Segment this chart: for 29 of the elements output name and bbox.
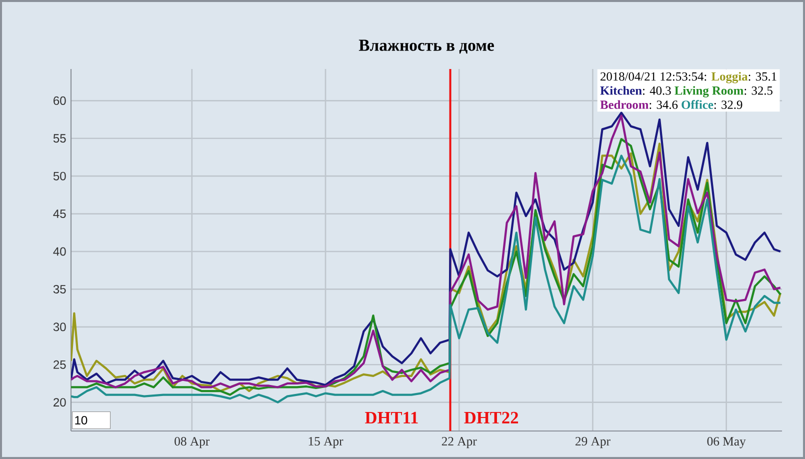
annotation: : 35.1 [748,72,776,81]
text: Office [682,100,714,109]
text: Loggia [711,72,748,84]
annotation: : 34.6 [650,100,678,109]
y-tick-label: 60 [54,96,66,105]
x-tick-label: 08 Apr [174,437,210,448]
annotation: DHT11 [365,412,418,424]
annotation: DHT22 [464,412,518,424]
y-tick-label: 55 [53,134,66,143]
y-tick-label: 35 [53,284,66,294]
x-tick-label: 22 Apr [442,437,477,448]
x-tick-label: 06 May [707,437,746,448]
series-label: Kitchen [600,86,642,95]
text: Living Room [674,86,744,98]
y-tick-label: 45 [53,210,66,218]
y-tick-label: 40 [53,247,66,256]
y-tick-label: 20 [54,398,66,407]
y-tick-label: 50 [53,172,66,180]
x-tick-label: 29 Apr [576,437,610,448]
chart-title: Влажность в доме [358,40,494,54]
annotation: : 40.3 [643,86,671,95]
x-tick-label: 15 Apr [308,437,344,448]
y-tick-label: 30 [53,322,66,332]
series-label: Bedroom [600,100,648,109]
annotation: 10 [75,416,88,424]
annotation: : 32.5 [744,86,772,95]
annotation: 2018/04/21 12:53:54: [600,72,706,81]
y-tick-label: 25 [54,360,66,369]
annotation: : 32.9 [714,100,742,109]
